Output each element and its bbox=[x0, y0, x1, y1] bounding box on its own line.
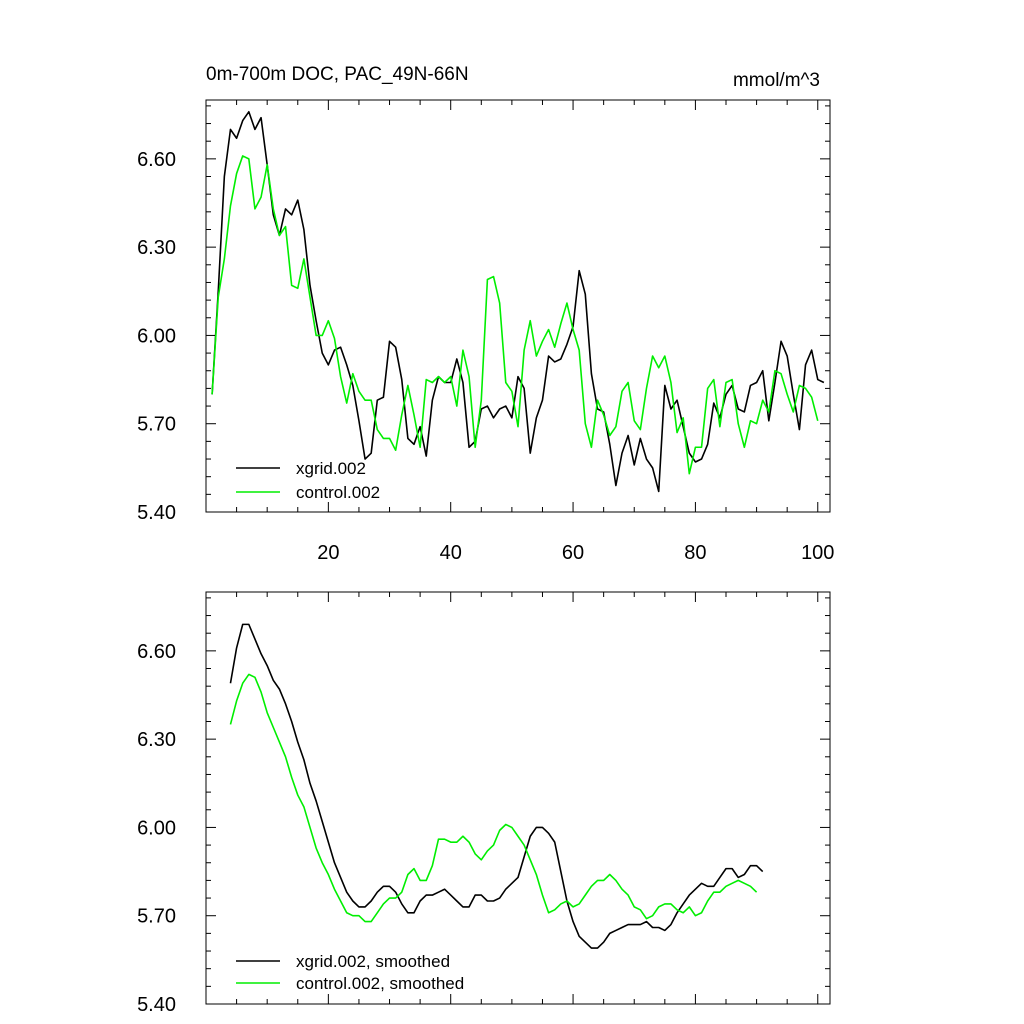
y-tick-label: 5.40 bbox=[137, 994, 176, 1016]
x-tick-label: 60 bbox=[562, 542, 584, 564]
y-tick-label: 6.30 bbox=[137, 729, 176, 751]
y-tick-label: 6.30 bbox=[137, 237, 176, 259]
chart-title: 0m-700m DOC, PAC_49N-66N bbox=[206, 64, 469, 85]
x-tick-label: 100 bbox=[801, 542, 834, 564]
plot-frame bbox=[205, 99, 831, 513]
legend-label: xgrid.002 bbox=[296, 459, 366, 478]
x-tick-label: 80 bbox=[684, 542, 706, 564]
x-tick-label: 40 bbox=[440, 542, 462, 564]
legend-label: xgrid.002, smoothed bbox=[296, 952, 450, 971]
y-tick-label: 5.70 bbox=[137, 906, 176, 928]
series-line-xgrid-002 bbox=[211, 110, 825, 493]
panel-bottom-smoothed: 5.40 5.70 6.00 6.30 6.60 xgrid.002, smoothed c… bbox=[137, 591, 831, 1016]
y-tick-label: 6.00 bbox=[137, 325, 176, 347]
series-line-control-002 bbox=[211, 155, 819, 475]
units-label: mmol/m^3 bbox=[733, 70, 820, 91]
y-tick-label: 6.60 bbox=[137, 641, 176, 663]
y-tick-label: 6.60 bbox=[137, 149, 176, 171]
legend-label: control.002 bbox=[296, 483, 380, 502]
y-tick-label: 5.40 bbox=[137, 502, 176, 524]
series-line-xgrid-002-smoothed bbox=[229, 623, 764, 949]
y-tick-label: 6.00 bbox=[137, 817, 176, 839]
panel-top-raw: 20 40 60 80 100 5.40 5.70 6.00 6.30 6.60 0m-700m D… bbox=[137, 64, 834, 564]
series-line-control-002-smoothed bbox=[229, 673, 758, 923]
x-tick-label: 20 bbox=[317, 542, 339, 564]
y-tick-label: 5.70 bbox=[137, 414, 176, 436]
legend-label: control.002, smoothed bbox=[296, 974, 464, 993]
plot-frame bbox=[205, 591, 831, 1005]
